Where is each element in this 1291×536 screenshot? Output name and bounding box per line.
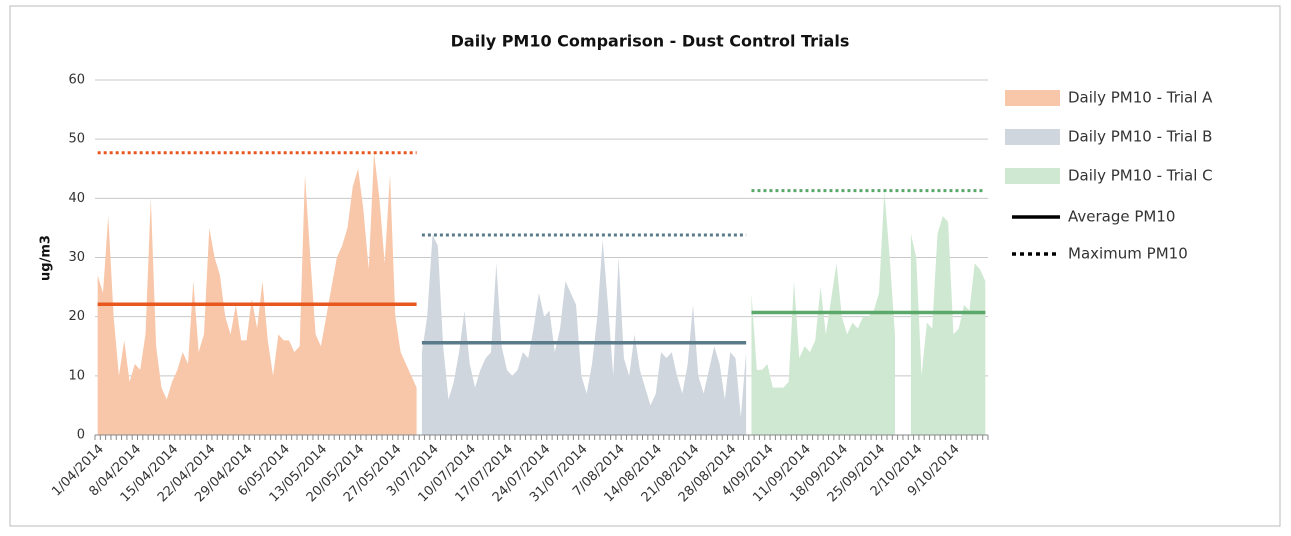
legend-swatch (1005, 129, 1060, 145)
area (421, 235, 747, 435)
area (97, 152, 417, 435)
legend-swatch (1005, 168, 1060, 184)
legend-label: Daily PM10 - Trial A (1068, 89, 1213, 107)
y-tick-label: 0 (77, 428, 85, 443)
legend-swatch (1005, 90, 1060, 106)
area (910, 216, 986, 435)
legend-label: Daily PM10 - Trial C (1068, 167, 1213, 185)
y-tick-label: 30 (68, 250, 85, 265)
legend-label: Average PM10 (1068, 208, 1175, 226)
chart-border (9, 5, 1281, 527)
y-tick-label: 40 (68, 191, 85, 206)
y-tick-label: 20 (68, 309, 85, 324)
legend-label: Daily PM10 - Trial B (1068, 128, 1212, 146)
y-tick-label: 50 (68, 132, 85, 147)
chart-title: Daily PM10 Comparison - Dust Control Tri… (451, 32, 850, 51)
y-tick-label: 10 (68, 368, 85, 383)
y-tick-label: 60 (68, 73, 85, 88)
y-axis-label: ug/m3 (39, 235, 54, 281)
legend-label: Maximum PM10 (1068, 245, 1188, 263)
